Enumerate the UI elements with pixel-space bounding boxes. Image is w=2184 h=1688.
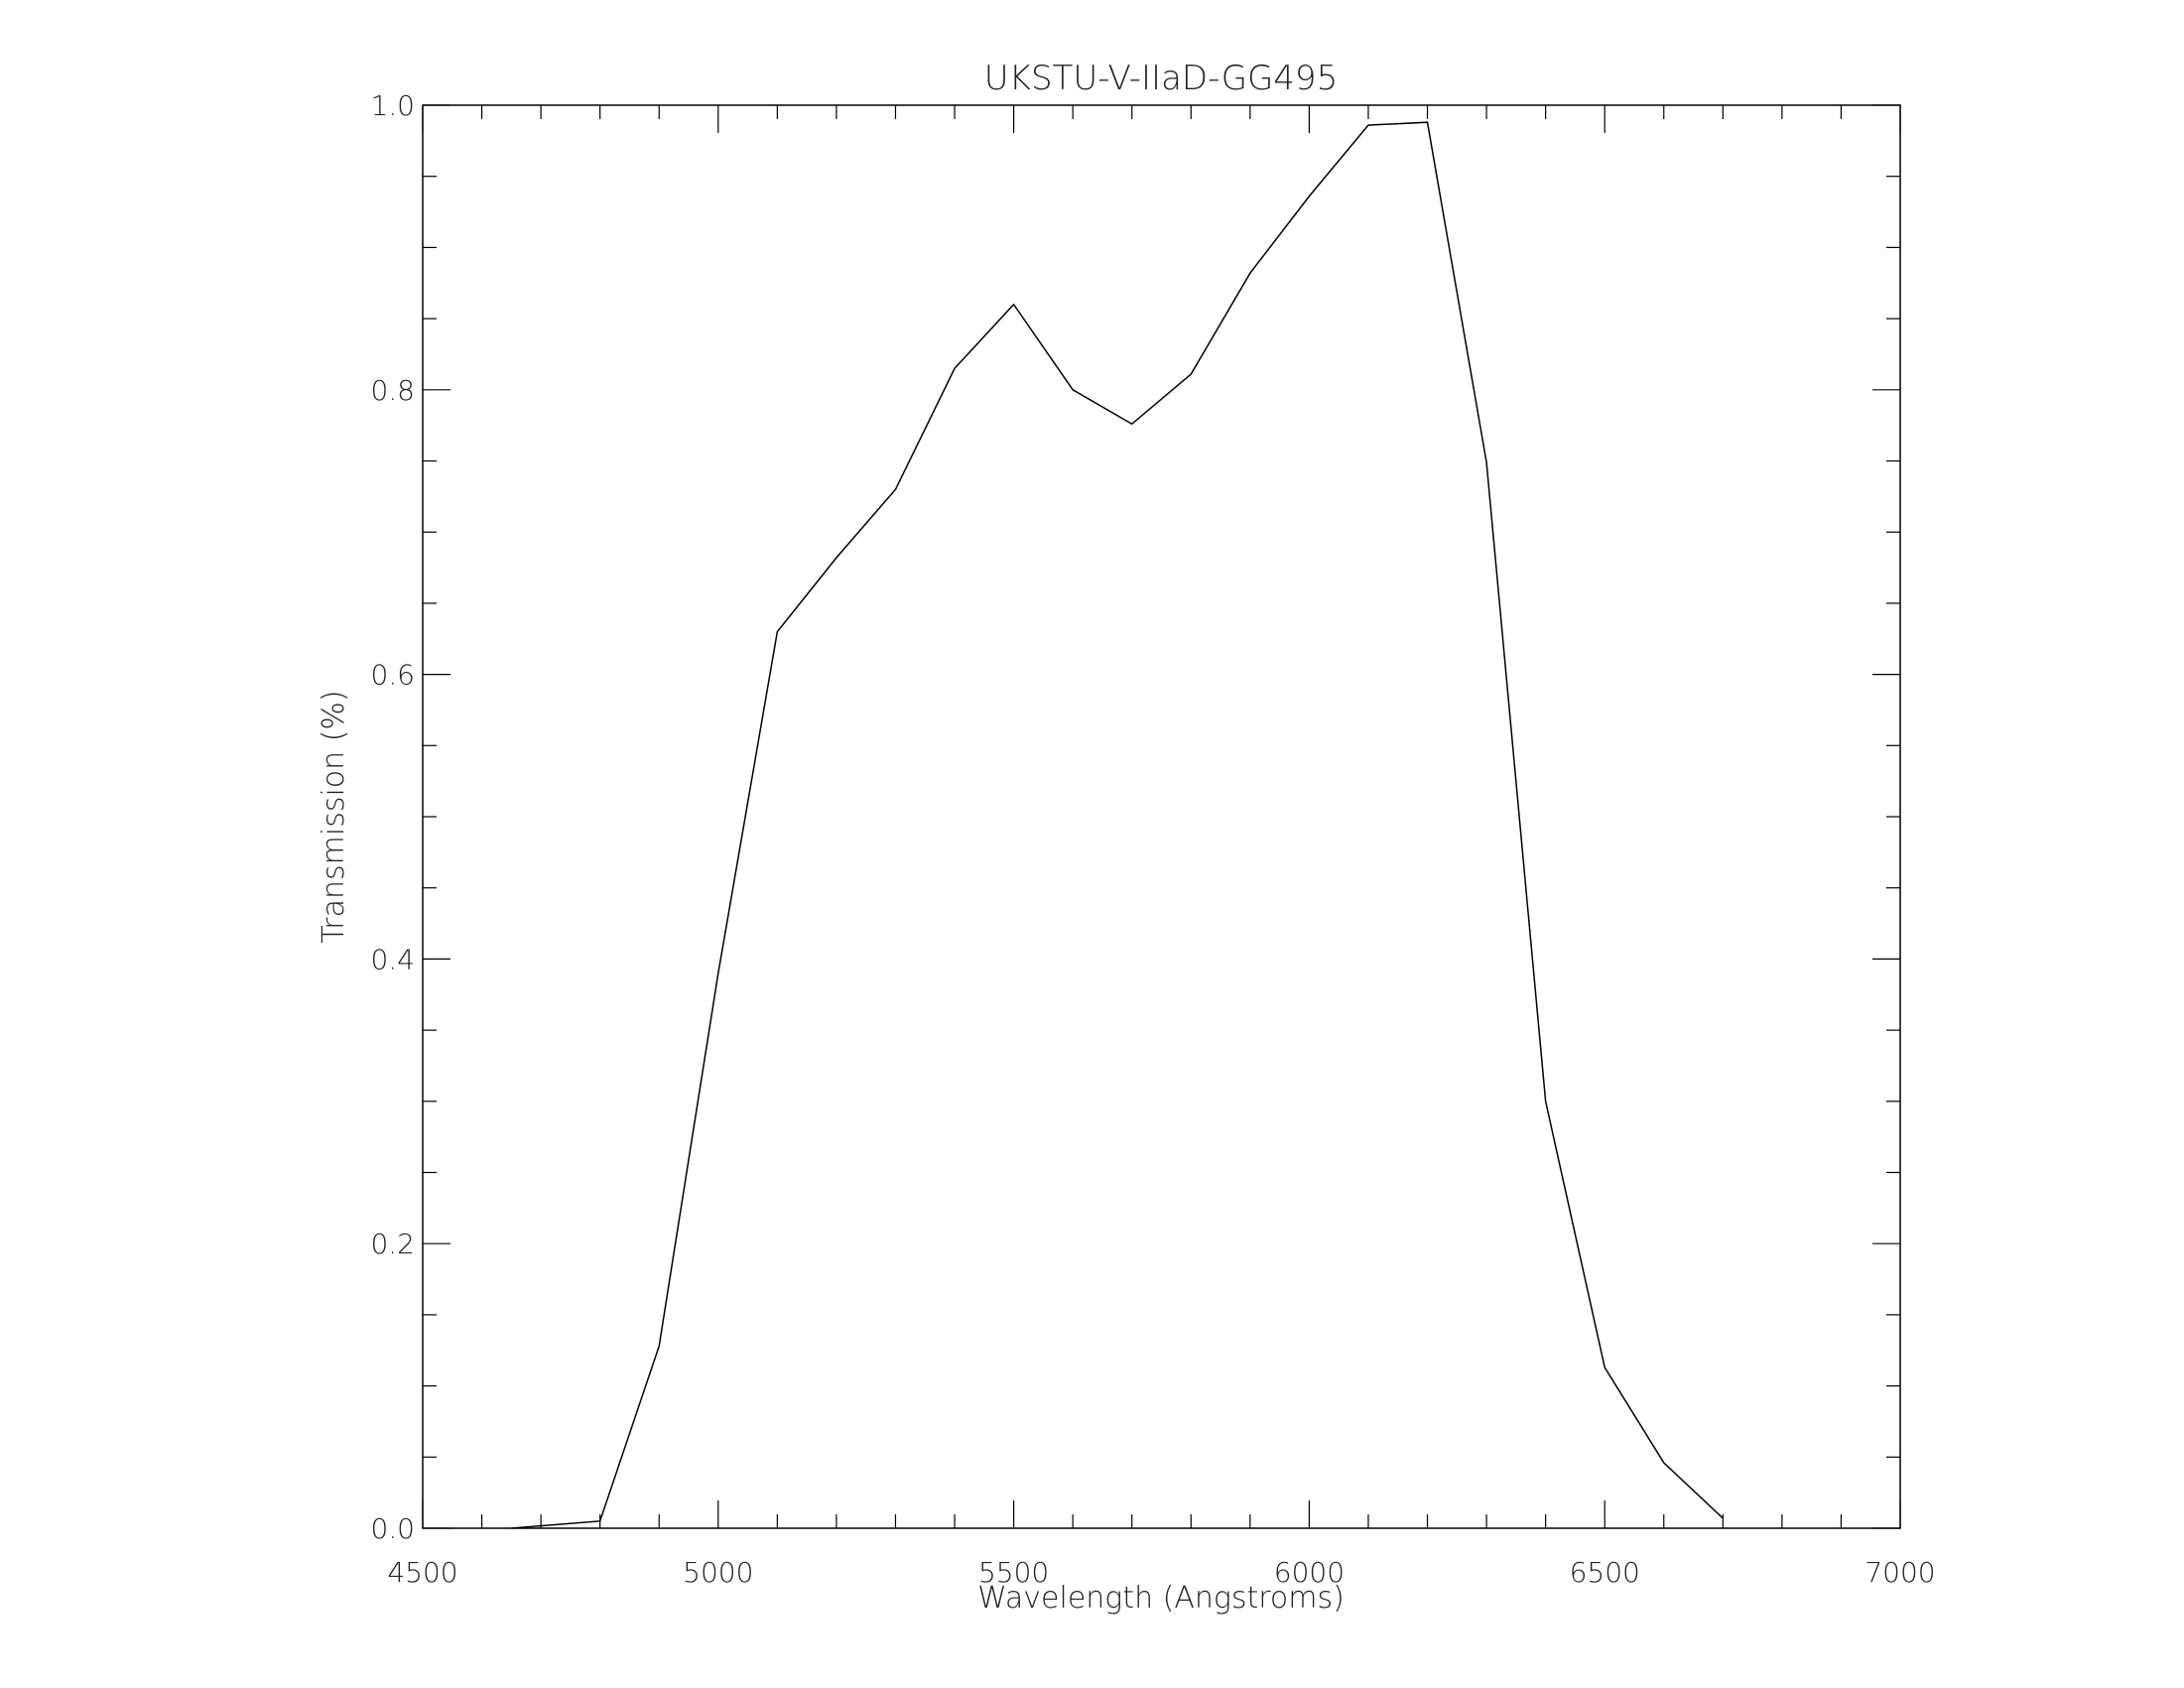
y-tick-label: 0.2	[370, 1228, 415, 1260]
y-tick-label: 0.6	[370, 659, 415, 692]
x-tick-label: 4500	[387, 1556, 457, 1589]
x-tick-label: 6000	[1274, 1556, 1345, 1589]
x-tick-label: 5000	[683, 1556, 753, 1589]
x-tick-label: 5500	[978, 1556, 1049, 1589]
x-axis-label: Wavelength (Angstroms)	[977, 1581, 1345, 1616]
y-tick-label: 0.0	[370, 1512, 415, 1545]
axis-ticks	[422, 104, 1901, 1529]
y-tick-label: 1.0	[370, 89, 415, 122]
y-tick-label: 0.8	[370, 374, 415, 407]
plot-frame	[422, 104, 1901, 1529]
y-tick-labels: 0.0 0.2 0.4 0.6 0.8 1.0	[370, 89, 415, 1545]
x-tick-label: 6500	[1570, 1556, 1640, 1589]
x-tick-label: 7000	[1864, 1556, 1935, 1589]
y-axis-label: Transmission (%)	[317, 690, 351, 943]
series-line	[511, 121, 1724, 1529]
chart-title: UKSTU-V-IIaD-GG495	[984, 59, 1338, 98]
y-tick-label: 0.4	[370, 943, 415, 975]
x-tick-labels: 4500 5000 5500 6000 6500 7000	[387, 1556, 1935, 1589]
